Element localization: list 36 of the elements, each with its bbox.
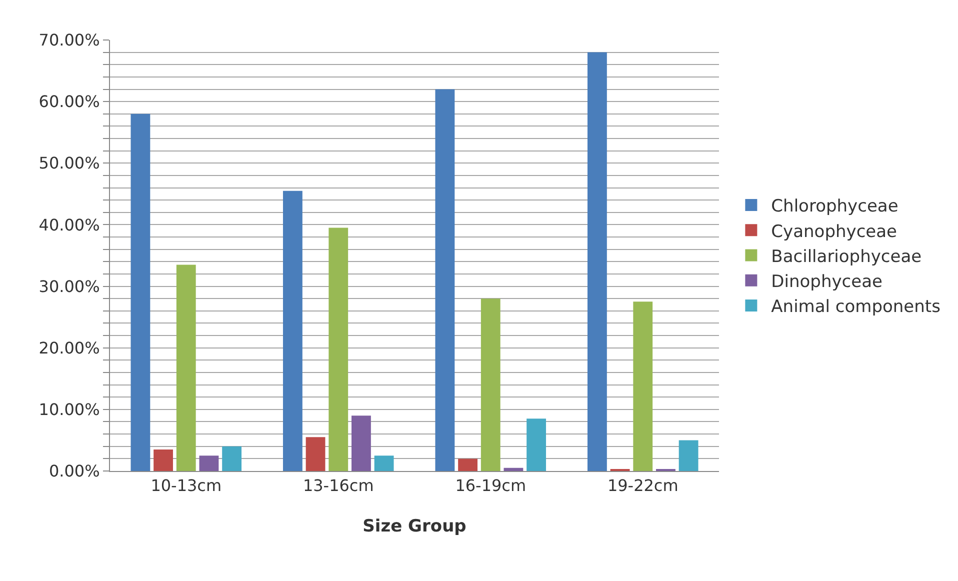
y-tick-label: 0.00%	[48, 462, 100, 481]
y-tick-label: 20.00%	[38, 338, 100, 358]
bar	[435, 89, 455, 471]
legend-label: Animal components	[771, 297, 941, 318]
bar	[130, 114, 150, 471]
bar	[176, 264, 196, 471]
bar	[328, 228, 348, 471]
x-tick-label: 13-16cm	[302, 476, 374, 496]
bar	[678, 440, 698, 471]
y-tick-label: 10.00%	[38, 400, 100, 420]
bar	[526, 418, 546, 471]
bar	[633, 302, 653, 471]
y-tick-label: 40.00%	[38, 215, 100, 234]
y-tick-label: 60.00%	[38, 92, 100, 112]
y-tick-label: 30.00%	[38, 276, 100, 296]
x-tick-label: 16-19cm	[455, 476, 526, 496]
bar	[374, 456, 394, 471]
legend-label: Dinophyceae	[771, 272, 882, 292]
bar	[352, 416, 371, 471]
bar	[306, 437, 326, 471]
x-tick-label: 10-13cm	[150, 476, 222, 496]
bar	[504, 468, 524, 471]
x-tick-label: 19-22cm	[607, 476, 678, 496]
y-tick-label: 70.00%	[38, 30, 100, 50]
bar	[154, 449, 173, 471]
bar	[458, 458, 478, 471]
bar	[480, 298, 500, 471]
x-axis-title: Size Group	[362, 516, 466, 537]
bar	[199, 456, 219, 471]
bar	[282, 190, 302, 471]
legend-label: Chlorophyceae	[771, 196, 898, 217]
y-tick-label: 50.00%	[38, 154, 100, 173]
legend-label: Cyanophyceae	[771, 222, 898, 242]
bar	[587, 52, 607, 471]
bar	[222, 446, 242, 471]
legend-label: Bacillariophyceae	[771, 246, 922, 267]
